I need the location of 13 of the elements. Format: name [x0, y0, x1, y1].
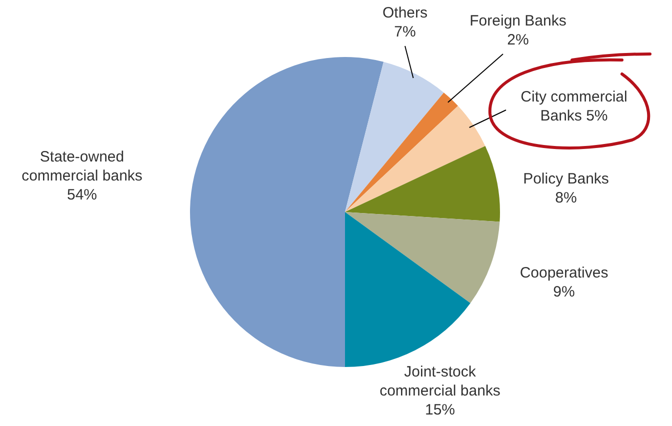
slice-label: Others [382, 4, 428, 22]
slice-label: Cooperatives [520, 264, 608, 282]
slice-label: Joint-stock commercial banks [380, 364, 500, 400]
data-label: 15% [424, 402, 456, 419]
slice-label: Policy Banks [523, 170, 609, 188]
slice-label: Foreign Banks [470, 12, 566, 30]
data-label: 8% [555, 190, 577, 207]
data-label: 7% [394, 24, 416, 41]
data-label: 9% [553, 284, 575, 301]
data-label: 2% [507, 32, 529, 49]
slice-label: State-owned commercial banks [22, 148, 142, 185]
data-label: 54% [66, 186, 98, 204]
slice-label: City commercial Banks 5% [520, 88, 628, 125]
